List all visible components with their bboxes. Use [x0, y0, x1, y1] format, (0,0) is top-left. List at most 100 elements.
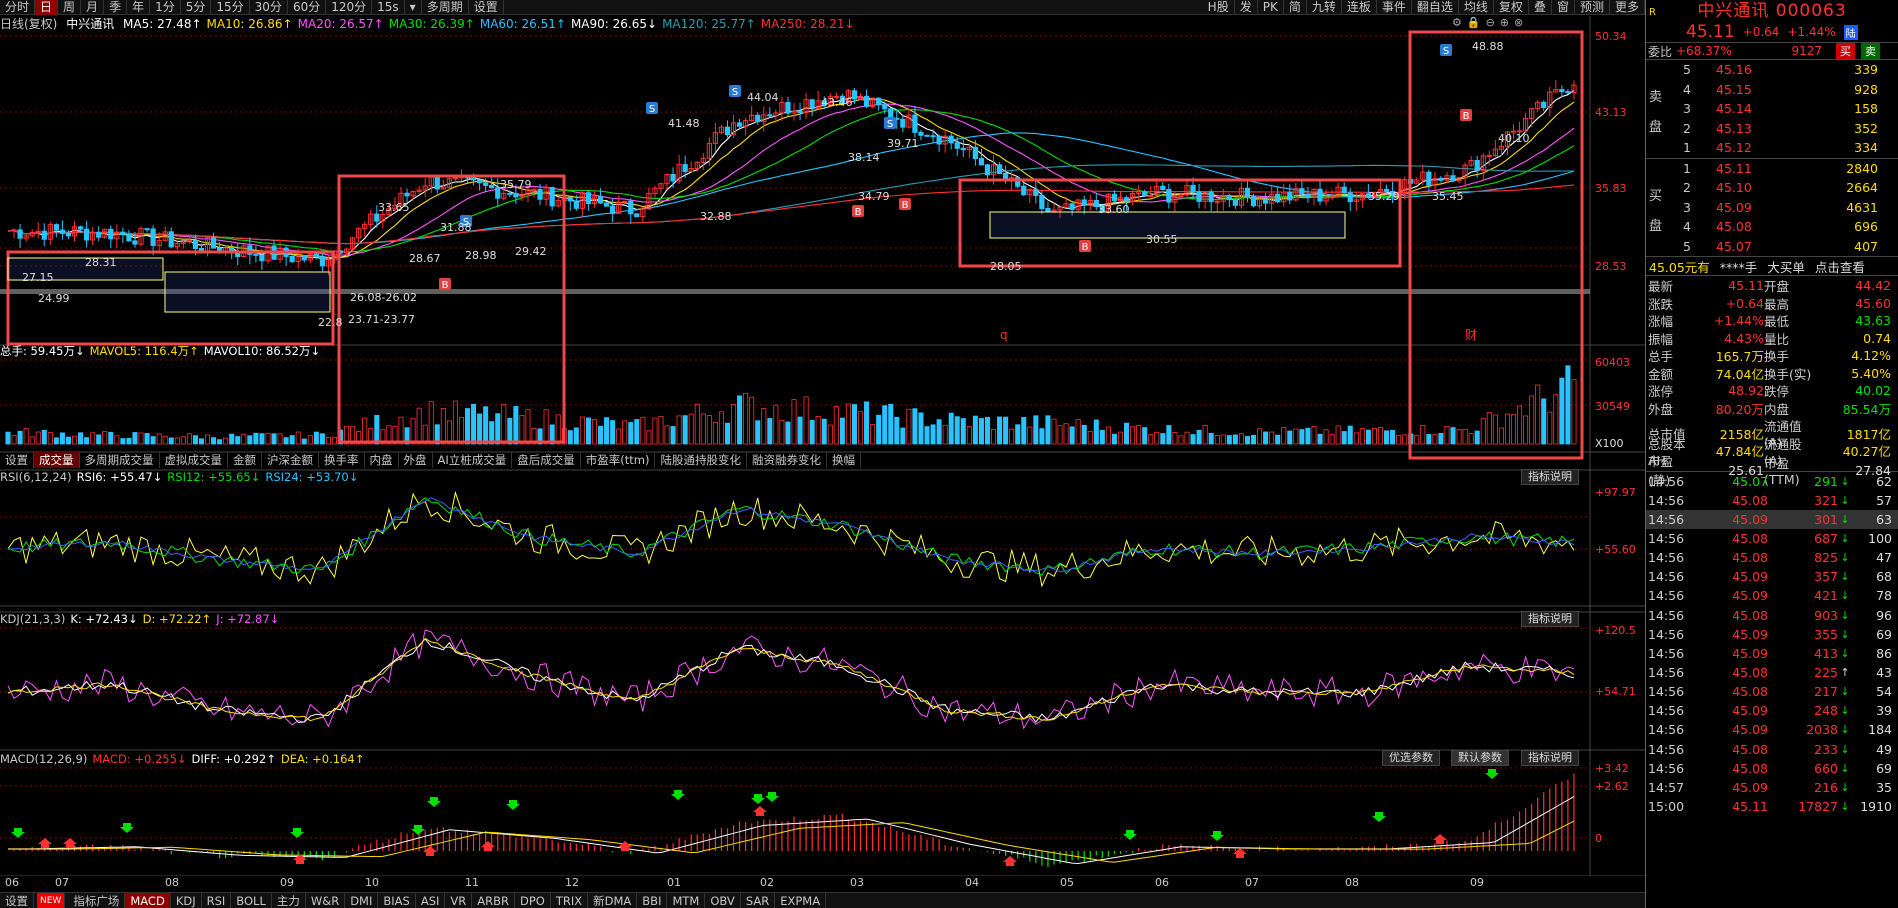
order-book-row[interactable]: 2 45.13 352	[1646, 119, 1898, 139]
tick-row[interactable]: 14:56 45.09 248 ↓ 39	[1646, 701, 1898, 720]
tick-row[interactable]: 14:56 45.09 357 ↓ 68	[1646, 567, 1898, 586]
volume-tab[interactable]: 虚拟成交量	[160, 452, 228, 468]
period-tab[interactable]: 分时	[0, 0, 36, 15]
kline-chart[interactable]: S S S S S B B B B B 48.88 44.04 43.46 41.48 39.71 38.1…	[0, 0, 1645, 876]
indicator-tab[interactable]: SAR	[741, 892, 776, 908]
zoom-in-icon[interactable]: ⊕	[1499, 16, 1510, 29]
lock-icon[interactable]: 🔒	[1466, 16, 1481, 29]
buy-button[interactable]: 买	[1836, 43, 1855, 59]
period-tab[interactable]: 1分	[150, 0, 181, 15]
indicator-tab[interactable]: VR	[445, 892, 473, 908]
indicator-tab[interactable]: MTM	[667, 892, 706, 908]
big-order-link[interactable]: 点击查看	[1814, 259, 1865, 275]
volume-tab[interactable]: 沪深金额	[262, 452, 319, 468]
sell-button[interactable]: 卖	[1861, 43, 1880, 59]
tick-row[interactable]: 14:56 45.08 217 ↓ 54	[1646, 682, 1898, 701]
volume-tab[interactable]: 外盘	[399, 452, 433, 468]
order-book-row[interactable]: 1 45.12 334	[1646, 138, 1898, 158]
tick-row[interactable]: 14:56 45.08 233 ↓ 49	[1646, 739, 1898, 758]
indicator-tab[interactable]: EXPMA	[775, 892, 827, 908]
indicator-tab[interactable]: BOLL	[231, 892, 272, 908]
indicator-tab[interactable]: 主力	[272, 892, 306, 908]
tick-row[interactable]: 14:56 45.08 903 ↓ 96	[1646, 605, 1898, 624]
indicator-tab[interactable]: BIAS	[378, 892, 416, 908]
tool-tab[interactable]: 简	[1284, 0, 1307, 15]
close-icon[interactable]: ⊗	[1514, 16, 1524, 29]
indicator-tab[interactable]: 新DMA	[588, 892, 638, 908]
volume-tab[interactable]: 市盈率(ttm)	[581, 452, 656, 468]
indicator-tab[interactable]: RSI	[202, 892, 232, 908]
tool-tab[interactable]: H股	[1203, 0, 1235, 15]
tool-tab[interactable]: 窗	[1552, 0, 1575, 15]
period-tab[interactable]: 5分	[181, 0, 212, 15]
period-tab[interactable]: 60分	[288, 0, 327, 15]
tool-tab[interactable]: 均线	[1459, 0, 1494, 15]
period-tab[interactable]: 周	[58, 0, 82, 15]
order-book-row[interactable]: 5 45.16 339	[1646, 60, 1898, 80]
indicator-tab[interactable]: OBV	[705, 892, 741, 908]
order-book-row[interactable]: 4 45.08 696	[1646, 217, 1898, 237]
volume-tab[interactable]: 设置	[0, 452, 34, 468]
tool-tab[interactable]: 复权	[1494, 0, 1529, 15]
period-tab[interactable]: 月	[81, 0, 105, 15]
tick-row[interactable]: 14:56 45.08 825 ↓ 47	[1646, 548, 1898, 567]
default-param-button[interactable]: 默认参数	[1451, 750, 1509, 766]
indicator-tab[interactable]: ARBR	[472, 892, 515, 908]
indicator-tab[interactable]: DPO	[515, 892, 551, 908]
opt-param-button[interactable]: 优选参数	[1382, 750, 1440, 766]
zoom-out-icon[interactable]: ⊖	[1485, 16, 1495, 29]
settings-icon[interactable]: ⚙	[1452, 16, 1462, 29]
tool-tab[interactable]: 发	[1235, 0, 1258, 15]
indicator-tab[interactable]: 设置	[0, 892, 34, 908]
tool-tab[interactable]: 预测	[1575, 0, 1610, 15]
period-tab[interactable]: 15s	[372, 0, 405, 15]
indicator-tab[interactable]: KDJ	[171, 892, 202, 908]
volume-tab[interactable]: 融资融券变化	[747, 452, 827, 468]
volume-tab[interactable]: 换幅	[827, 452, 861, 468]
tick-row[interactable]: 14:56 45.08 321 ↓ 57	[1646, 491, 1898, 510]
period-tab[interactable]: 日	[35, 0, 59, 15]
indicator-tab[interactable]: TRIX	[551, 892, 589, 908]
order-book-row[interactable]: 3 45.14 158	[1646, 99, 1898, 119]
period-tab[interactable]: 季	[104, 0, 128, 15]
rsi-help-button[interactable]: 指标说明	[1521, 469, 1579, 485]
macd-help-button[interactable]: 指标说明	[1521, 750, 1579, 766]
period-tab[interactable]: 15分	[211, 0, 250, 15]
tick-row[interactable]: 15:00 45.11 17827 ↓ 1910	[1646, 797, 1898, 816]
tick-row[interactable]: 14:56 45.09 2038 ↓ 184	[1646, 720, 1898, 739]
volume-tab[interactable]: 陆股通持股变化	[655, 452, 747, 468]
tick-row[interactable]: 14:56 45.09 413 ↓ 86	[1646, 644, 1898, 663]
tick-row[interactable]: 14:56 45.08 660 ↓ 69	[1646, 759, 1898, 778]
period-tab[interactable]: 多周期	[422, 0, 469, 15]
volume-tab[interactable]: 金额	[228, 452, 262, 468]
indicator-tab[interactable]: BBI	[637, 892, 668, 908]
tool-tab[interactable]: 更多	[1610, 0, 1645, 15]
tool-tab[interactable]: 九转	[1307, 0, 1342, 15]
volume-tab[interactable]: 多周期成交量	[80, 452, 160, 468]
indicator-tab[interactable]: W&R	[306, 892, 346, 908]
tick-row[interactable]: 14:56 45.08 687 ↓ 100	[1646, 529, 1898, 548]
order-book-row[interactable]: 1 45.11 2840	[1646, 159, 1898, 179]
order-book-row[interactable]: 2 45.10 2664	[1646, 178, 1898, 198]
volume-tab[interactable]: 盘后成交量	[512, 452, 581, 468]
tick-row[interactable]: 14:56 45.07 291 ↓ 62	[1646, 472, 1898, 491]
tool-tab[interactable]: PK	[1258, 0, 1284, 15]
volume-tab[interactable]: AI立桩成交量	[433, 452, 513, 468]
order-book-row[interactable]: 5 45.07 407	[1646, 237, 1898, 257]
tool-tab[interactable]: 事件	[1377, 0, 1412, 15]
period-tab[interactable]: 年	[127, 0, 151, 15]
order-book-row[interactable]: 4 45.15 928	[1646, 80, 1898, 100]
tool-tab[interactable]: 叠	[1529, 0, 1552, 15]
volume-tab[interactable]: 成交量	[34, 452, 80, 468]
indicator-tab[interactable]: ASI	[416, 892, 446, 908]
tick-row[interactable]: 14:57 45.09 216 ↓ 35	[1646, 778, 1898, 797]
indicator-tab[interactable]: 指标广场	[68, 892, 126, 908]
order-book-row[interactable]: 3 45.09 4631	[1646, 198, 1898, 218]
tool-tab[interactable]: 连板	[1342, 0, 1377, 15]
volume-tab[interactable]: 内盘	[365, 452, 399, 468]
tick-row[interactable]: 14:56 45.09 421 ↓ 78	[1646, 586, 1898, 605]
kdj-help-button[interactable]: 指标说明	[1521, 611, 1579, 627]
tick-row[interactable]: 14:56 45.09 301 ↓ 63	[1646, 509, 1898, 529]
tick-row[interactable]: 14:56 45.08 225 ↑ 43	[1646, 663, 1898, 682]
indicator-tab[interactable]: DMI	[345, 892, 379, 908]
